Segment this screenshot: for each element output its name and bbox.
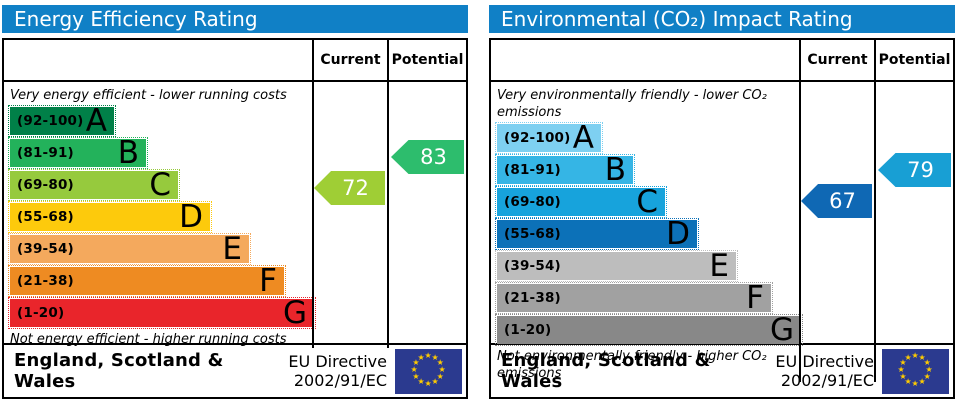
energy-rating-table: Current Potential Very energy efficient … — [2, 38, 468, 348]
band-letter: G — [769, 312, 794, 348]
panel-title: Energy Efficiency Rating — [2, 5, 468, 33]
band-letter: C — [636, 184, 658, 220]
band-letter: F — [259, 263, 277, 299]
potential-column-header: Potential — [387, 40, 466, 80]
eu-directive-line2: 2002/91/EC — [293, 371, 387, 390]
band-e: (39-54) E — [8, 231, 251, 267]
band-range: (69-80) — [17, 177, 74, 193]
top-caption: Very energy efficient - lower running co… — [10, 88, 287, 103]
potential-rating-arrow: 79 — [878, 153, 951, 187]
band-c: (69-80) C — [495, 184, 667, 220]
band-d: (55-68) D — [8, 199, 212, 235]
band-c: (69-80) C — [8, 167, 180, 203]
band-a: (92-100) A — [8, 103, 116, 139]
band-header-spacer — [491, 40, 799, 80]
band-d: (55-68) D — [495, 216, 699, 252]
band-range: (55-68) — [17, 209, 74, 225]
potential-column-header: Potential — [874, 40, 953, 80]
top-caption: Very environmentally friendly - lower CO… — [497, 88, 767, 120]
current-column-header: Current — [312, 40, 387, 80]
band-letter: A — [85, 103, 107, 139]
band-letter: D — [179, 199, 203, 235]
band-range: (92-100) — [504, 130, 571, 146]
current-rating-arrow: 72 — [314, 171, 385, 205]
footer-row: England, Scotland & Wales EU Directive 2… — [489, 343, 955, 399]
band-letter: C — [149, 167, 171, 203]
potential-column: 79 — [874, 82, 953, 382]
potential-rating-value: 83 — [420, 145, 447, 169]
band-letter: G — [282, 295, 307, 331]
band-b: (81-91) B — [8, 135, 148, 171]
region-label: England, Scotland & Wales — [501, 350, 711, 392]
eu-directive-line1: EU Directive — [288, 352, 387, 371]
chart-row: Very environmentally friendly - lower CO… — [491, 82, 953, 382]
bands-area: Very environmentally friendly - lower CO… — [491, 82, 803, 382]
potential-column: 83 — [387, 82, 466, 348]
band-range: (92-100) — [17, 113, 84, 129]
band-letter: F — [746, 280, 764, 316]
band-e: (39-54) E — [495, 248, 738, 284]
band-letter: B — [604, 152, 626, 188]
band-g: (1-20) G — [495, 312, 803, 348]
band-g: (1-20) G — [8, 295, 316, 331]
band-range: (1-20) — [17, 305, 65, 321]
band-a: (92-100) A — [495, 120, 603, 156]
band-letter: B — [117, 135, 139, 171]
band-range: (1-20) — [504, 322, 552, 338]
bottom-caption: Not energy efficient - higher running co… — [10, 332, 287, 347]
current-column-header: Current — [799, 40, 874, 80]
band-letter: E — [222, 231, 242, 267]
band-range: (81-91) — [17, 145, 74, 161]
band-range: (39-54) — [17, 241, 74, 257]
band-range: (55-68) — [504, 226, 561, 242]
band-f: (21-38) F — [495, 280, 773, 316]
band-range: (21-38) — [17, 273, 74, 289]
current-rating-value: 67 — [829, 189, 856, 213]
eu-directive-line2: 2002/91/EC — [780, 371, 874, 390]
band-range: (69-80) — [504, 194, 561, 210]
energy-efficiency-panel: Energy Efficiency Rating Current Potenti… — [2, 0, 468, 404]
region-label: England, Scotland & Wales — [14, 350, 224, 392]
potential-rating-value: 79 — [907, 158, 934, 182]
bottom-caption: Not environmentally friendly - higher CO… — [497, 349, 767, 381]
chart-row: Very energy efficient - lower running co… — [4, 82, 466, 348]
co2-rating-table: Current Potential Very environmentally f… — [489, 38, 955, 382]
band-letter: E — [709, 248, 729, 284]
panel-title: Environmental (CO₂) Impact Rating — [489, 5, 955, 33]
band-range: (21-38) — [504, 290, 561, 306]
band-range: (81-91) — [504, 162, 561, 178]
current-rating-value: 72 — [342, 176, 369, 200]
footer-row: England, Scotland & Wales EU Directive 2… — [2, 343, 468, 399]
potential-rating-arrow: 83 — [391, 140, 464, 174]
eu-flag: ★ ★ ★ ★ ★ ★ ★ ★ ★ ★ ★ ★ — [882, 348, 949, 394]
band-header-spacer — [4, 40, 312, 80]
current-column: 67 — [799, 82, 874, 382]
table-header-row: Current Potential — [4, 40, 466, 82]
band-range: (39-54) — [504, 258, 561, 274]
table-header-row: Current Potential — [491, 40, 953, 82]
current-column: 72 — [312, 82, 387, 348]
eu-flag: ★ ★ ★ ★ ★ ★ ★ ★ ★ ★ ★ ★ — [395, 348, 462, 394]
band-b: (81-91) B — [495, 152, 635, 188]
band-letter: A — [572, 120, 594, 156]
eu-directive-label: EU Directive 2002/91/EC — [288, 352, 387, 390]
bands-area: Very energy efficient - lower running co… — [4, 82, 316, 348]
co2-impact-panel: Environmental (CO₂) Impact Rating Curren… — [489, 0, 955, 404]
band-f: (21-38) F — [8, 263, 286, 299]
band-letter: D — [666, 216, 690, 252]
current-rating-arrow: 67 — [801, 184, 872, 218]
